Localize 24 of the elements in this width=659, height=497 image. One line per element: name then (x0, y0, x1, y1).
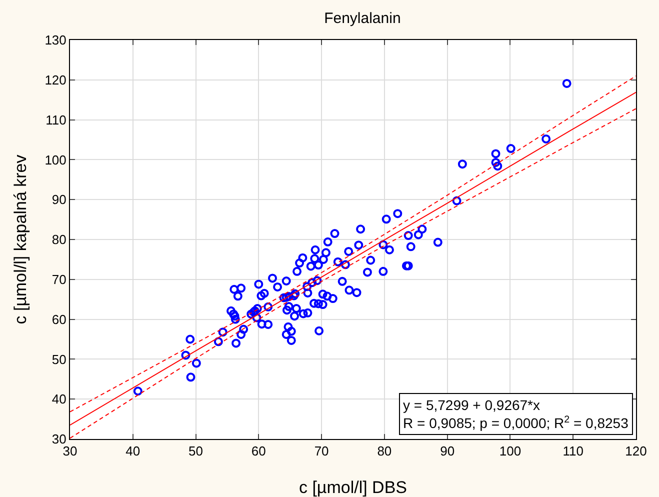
y-tick-label: 110 (46, 112, 66, 128)
x-tick-label: 60 (251, 444, 266, 459)
x-axis-title: c [µmol/l] DBS (298, 478, 408, 497)
chart-title: Fenylalanin (324, 10, 401, 27)
x-tick-label: 110 (562, 444, 584, 459)
y-tick-label: 60 (52, 312, 66, 327)
x-tick-label: 40 (126, 444, 140, 459)
y-tick-label: 130 (44, 32, 66, 48)
y-tick-label: 120 (44, 72, 66, 88)
y-tick-label: 90 (52, 192, 66, 208)
x-tick-label: 70 (314, 444, 329, 459)
y-axis-title: c [µmol/l] kapalná krev (11, 154, 30, 324)
x-tick-label: 80 (377, 444, 392, 459)
y-tick-label: 40 (52, 392, 66, 407)
x-tick-label: 100 (499, 444, 522, 459)
annotation: R = 0,9085; p = 0,0000; R$^{2}$ = 0,8253 (403, 414, 629, 432)
annotation: y = 5,7299 + 0,9267*x (403, 397, 540, 413)
x-tick-label: 120 (625, 444, 647, 459)
x-tick-label: 50 (188, 444, 204, 459)
y-tick-label: 70 (52, 272, 66, 287)
y-tick-label: 80 (52, 232, 66, 248)
y-tick-label: 100 (44, 152, 66, 168)
x-tick-label: 90 (440, 444, 455, 459)
y-tick-label: 50 (52, 352, 66, 367)
